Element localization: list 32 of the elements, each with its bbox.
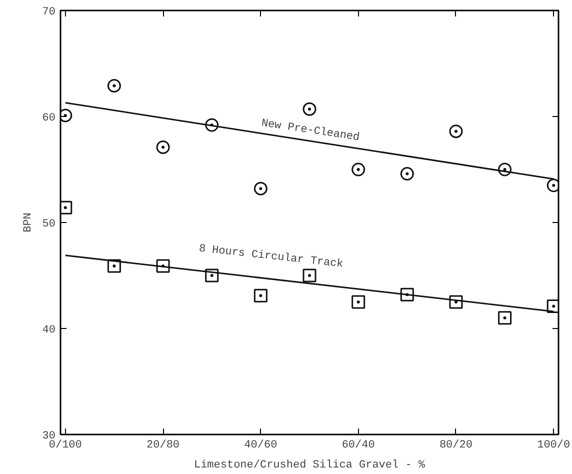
point	[254, 182, 268, 196]
point	[352, 295, 366, 309]
x-tick-label: 0/100	[48, 440, 82, 452]
y-axis-title: BPN	[22, 212, 34, 232]
point	[302, 268, 316, 282]
x-tick-label: 40/60	[244, 440, 278, 452]
point	[449, 124, 463, 138]
point	[498, 311, 512, 325]
point	[400, 167, 414, 180]
point	[156, 259, 170, 273]
point	[400, 288, 414, 302]
x-tick-label: 60/40	[342, 440, 375, 452]
point	[254, 288, 268, 302]
point	[449, 295, 463, 309]
x-tick-label: 100/0	[537, 440, 570, 452]
x-tick-label: 80/20	[439, 440, 472, 452]
x-axis-title: Limestone/Crushed Silica Gravel - %	[194, 460, 426, 472]
y-tick-label: 50	[42, 218, 56, 230]
y-tick-label: 40	[42, 324, 56, 336]
point	[302, 102, 316, 116]
point	[352, 162, 366, 176]
point	[107, 79, 121, 92]
annotation: 8 Hours Circular Track	[198, 243, 344, 271]
point	[156, 140, 170, 154]
point	[107, 259, 121, 273]
y-tick-label: 60	[42, 112, 56, 124]
annotation: New Pre-Cleaned	[260, 118, 360, 144]
y-tick-label: 70	[42, 6, 56, 18]
point	[205, 268, 219, 282]
point	[498, 162, 512, 176]
point	[205, 118, 219, 132]
x-tick-label: 20/80	[146, 440, 180, 452]
